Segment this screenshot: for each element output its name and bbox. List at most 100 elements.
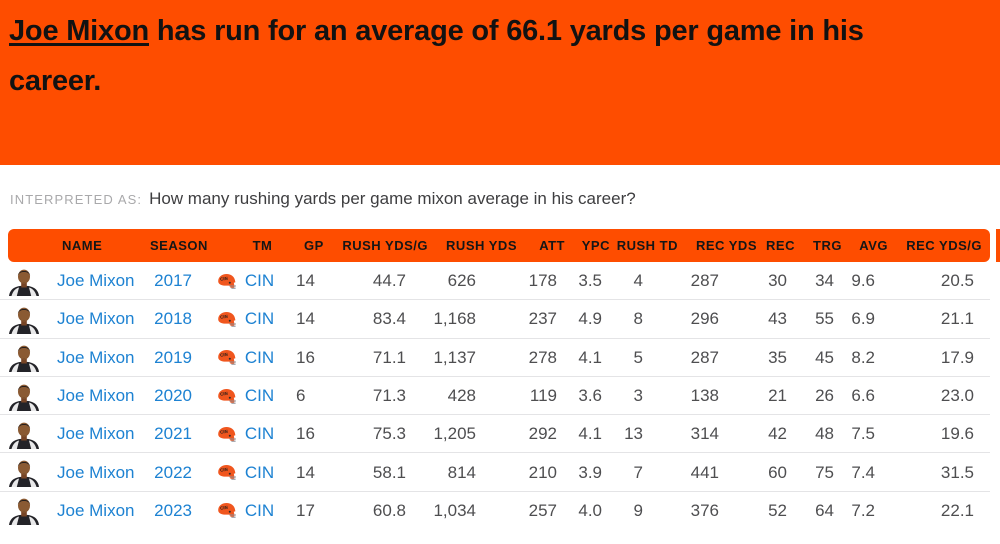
- player-name-link[interactable]: Joe Mixon: [57, 386, 135, 406]
- stat-trg: 55: [815, 309, 834, 329]
- team-link[interactable]: CIN: [244, 462, 275, 482]
- stat-rec-ydsg: 22.1: [940, 500, 974, 520]
- stat-rush-ydsg: 75.3: [372, 424, 406, 444]
- stat-rec: 21: [768, 386, 787, 406]
- team-link[interactable]: CIN: [244, 347, 275, 367]
- stat-rush-ydsg: 60.8: [372, 500, 406, 520]
- team-cell: CIN CIN: [204, 348, 287, 368]
- player-headshot: [9, 307, 39, 334]
- col-header-name: NAME: [62, 238, 103, 253]
- interpreted-question: How many rushing yards per game mixon av…: [149, 189, 636, 208]
- player-name-cell: Joe Mixon: [54, 309, 142, 329]
- player-avatar-cell: [0, 382, 54, 411]
- team-link[interactable]: CIN: [244, 309, 275, 329]
- table-body: Joe Mixon 2017 CIN CIN 14 44.7 626 178 3.5 4 287 30…: [0, 262, 1000, 530]
- table-header-overflow: [996, 229, 1000, 262]
- svg-text:CIN: CIN: [220, 275, 228, 281]
- stat-att: 257: [528, 500, 557, 520]
- stat-gp: 16: [296, 347, 315, 367]
- stat-rec-yds: 296: [690, 309, 719, 329]
- stat-rec-yds: 287: [690, 271, 719, 291]
- stat-trg: 48: [815, 424, 834, 444]
- stat-rush-td: 5: [633, 347, 643, 367]
- col-header-tm: TM: [252, 238, 273, 253]
- stat-rec-ydsg: 20.5: [940, 271, 974, 291]
- table-row: Joe Mixon 2021 CIN CIN 16 75.3 1,205 292 4.1 13 31…: [0, 415, 1000, 454]
- team-link[interactable]: CIN: [244, 271, 275, 291]
- table-row: Joe Mixon 2020 CIN CIN 6 71.3 428 119 3.6 3 138 21 2…: [0, 377, 1000, 416]
- stat-rush-yds: 1,034: [433, 500, 476, 520]
- team-cell: CIN CIN: [204, 271, 287, 291]
- stat-rush-td: 3: [633, 386, 643, 406]
- player-headshot: [9, 384, 39, 411]
- stat-avg: 7.5: [851, 424, 875, 444]
- table-row: Joe Mixon 2023 CIN CIN 17 60.8 1,034 257 4.0 9 376…: [0, 492, 1000, 530]
- team-link[interactable]: CIN: [244, 500, 275, 520]
- stat-rush-yds: 626: [447, 271, 476, 291]
- stat-trg: 75: [815, 462, 834, 482]
- stat-rec-yds: 376: [690, 500, 719, 520]
- stat-rec-yds: 138: [690, 386, 719, 406]
- svg-text:CIN: CIN: [220, 390, 228, 396]
- player-name-link[interactable]: Joe Mixon: [57, 424, 135, 444]
- season-cell: 2018: [142, 309, 204, 329]
- season-cell: 2017: [142, 271, 204, 291]
- stat-rush-td: 13: [624, 424, 643, 444]
- svg-text:CIN: CIN: [220, 352, 228, 358]
- stat-rec-yds: 441: [690, 462, 719, 482]
- player-name-link[interactable]: Joe Mixon: [57, 347, 135, 367]
- headline-line2-text: career.: [9, 65, 102, 97]
- season-link[interactable]: 2019: [154, 347, 192, 367]
- stat-ypc: 3.9: [578, 462, 602, 482]
- answer-banner: Joe Mixon has run for an average of 66.1…: [0, 0, 1000, 165]
- stat-gp: 14: [296, 462, 315, 482]
- interpreted-as-label: INTERPRETED AS:: [10, 192, 143, 207]
- team-link[interactable]: CIN: [244, 424, 275, 444]
- col-header-rec-ydsg: REC YDS/G: [906, 238, 982, 253]
- team-cell: CIN CIN: [204, 463, 287, 483]
- bengals-helmet-icon: CIN: [218, 311, 236, 327]
- player-headshot: [9, 422, 39, 449]
- stat-avg: 8.2: [851, 347, 875, 367]
- bengals-helmet-icon: CIN: [218, 426, 236, 442]
- stat-ypc: 4.1: [578, 347, 602, 367]
- season-link[interactable]: 2022: [154, 462, 192, 482]
- team-link[interactable]: CIN: [244, 386, 275, 406]
- player-avatar-cell: [0, 420, 54, 449]
- season-cell: 2019: [142, 348, 204, 368]
- season-link[interactable]: 2017: [154, 271, 192, 291]
- bengals-helmet-icon: CIN: [218, 273, 236, 289]
- player-name-link[interactable]: Joe Mixon: [57, 309, 135, 329]
- team-cell: CIN CIN: [204, 386, 287, 406]
- player-name-link[interactable]: Joe Mixon: [57, 271, 135, 291]
- stat-ypc: 3.6: [578, 386, 602, 406]
- stat-gp: 16: [296, 424, 315, 444]
- player-headshot: [9, 460, 39, 488]
- stat-avg: 6.6: [851, 386, 875, 406]
- col-header-rush-td: RUSH TD: [616, 238, 678, 253]
- stat-att: 210: [528, 462, 557, 482]
- season-link[interactable]: 2021: [154, 424, 192, 444]
- player-avatar-cell: [0, 496, 54, 526]
- team-cell: CIN CIN: [204, 501, 287, 521]
- player-name-link[interactable]: Joe Mixon: [57, 462, 135, 482]
- col-header-att: ATT: [539, 238, 565, 253]
- stat-rush-yds: 814: [447, 462, 476, 482]
- player-name-cell: Joe Mixon: [54, 501, 142, 521]
- season-link[interactable]: 2023: [154, 500, 192, 520]
- svg-text:CIN: CIN: [220, 429, 228, 435]
- season-link[interactable]: 2018: [154, 309, 192, 329]
- player-avatar-cell: [0, 343, 54, 373]
- player-headshot: [9, 269, 39, 296]
- stat-rush-ydsg: 71.3: [372, 386, 406, 406]
- stat-gp: 14: [296, 309, 315, 329]
- season-link[interactable]: 2020: [154, 386, 192, 406]
- svg-text:CIN: CIN: [220, 314, 228, 320]
- stat-rec-yds: 314: [690, 424, 719, 444]
- stat-att: 237: [528, 309, 557, 329]
- bengals-helmet-icon: CIN: [218, 350, 236, 365]
- player-name-link[interactable]: Joe Mixon: [9, 15, 149, 47]
- player-name-link[interactable]: Joe Mixon: [57, 500, 135, 520]
- col-header-season: SEASON: [150, 238, 208, 253]
- season-cell: 2021: [142, 424, 204, 444]
